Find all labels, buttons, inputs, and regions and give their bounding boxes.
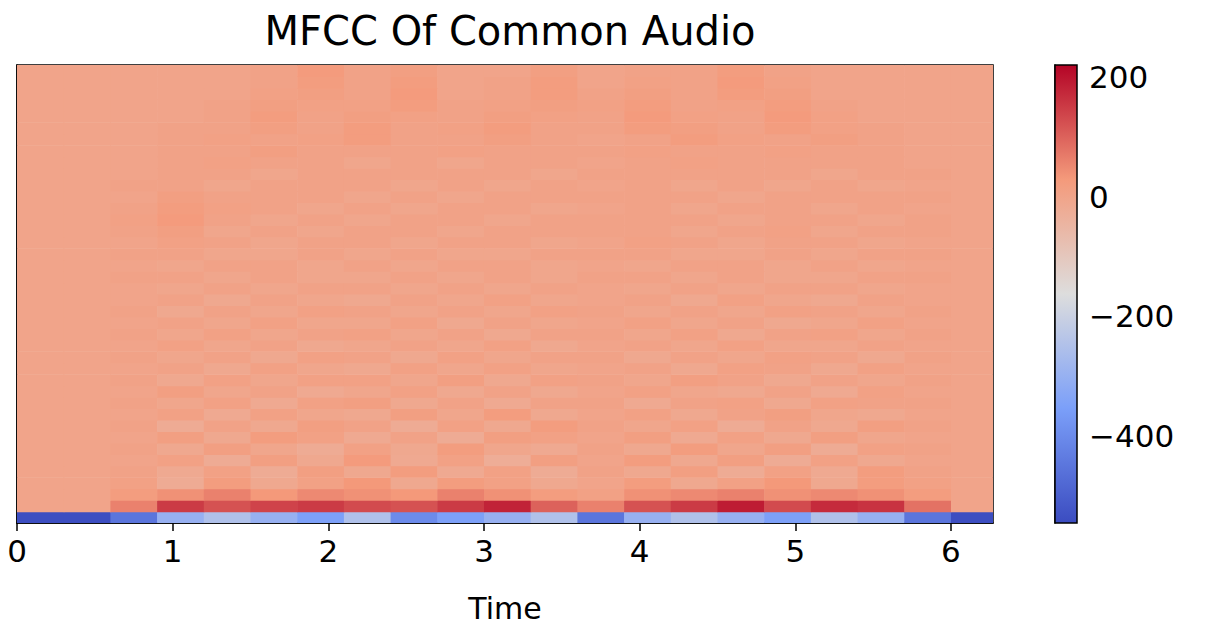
svg-text:Time: Time [467, 591, 541, 626]
svg-text:2: 2 [318, 533, 338, 569]
svg-text:4: 4 [630, 533, 650, 569]
svg-text:0: 0 [7, 533, 27, 569]
svg-text:−400: −400 [1089, 418, 1174, 454]
svg-text:6: 6 [941, 533, 961, 569]
svg-text:−200: −200 [1089, 298, 1174, 334]
svg-text:1: 1 [163, 533, 183, 569]
svg-text:MFCC Of Common Audio: MFCC Of Common Audio [265, 8, 756, 54]
svg-text:0: 0 [1089, 179, 1109, 215]
svg-text:200: 200 [1089, 59, 1148, 95]
svg-text:5: 5 [785, 533, 805, 569]
svg-text:3: 3 [474, 533, 494, 569]
